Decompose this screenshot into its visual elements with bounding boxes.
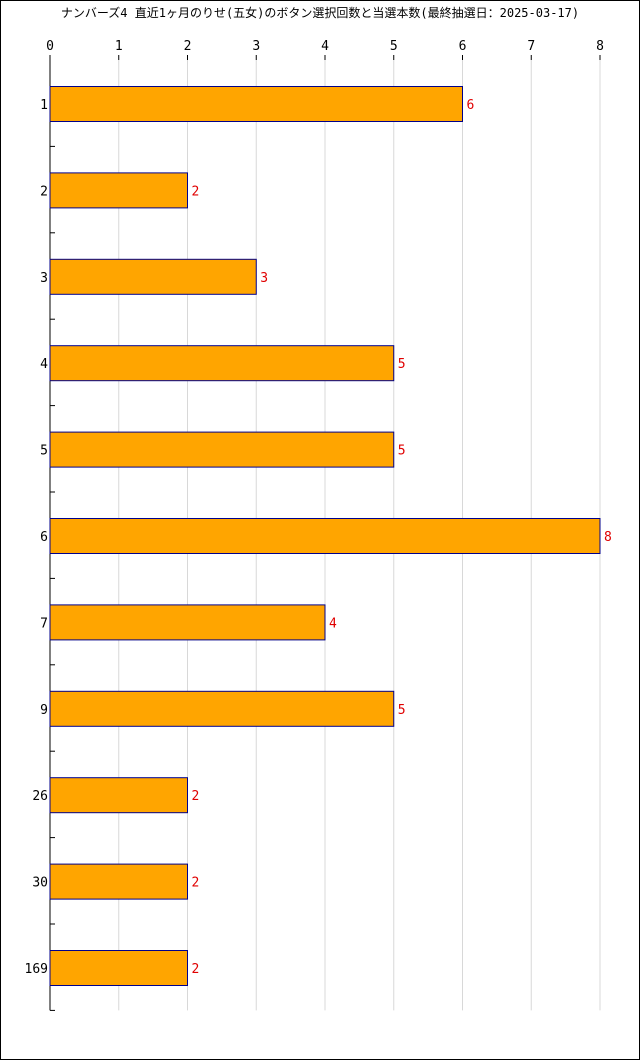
x-tick-label: 4 <box>321 39 329 54</box>
y-tick-label: 1 <box>40 98 48 113</box>
y-tick-label: 30 <box>32 876 48 891</box>
bar <box>49 345 395 382</box>
bar <box>49 777 188 814</box>
bar <box>49 690 395 727</box>
value-label: 2 <box>192 789 200 804</box>
y-tick-label: 6 <box>40 530 48 545</box>
bar <box>49 863 188 900</box>
value-label: 6 <box>467 98 475 113</box>
value-label: 8 <box>604 530 612 545</box>
value-label: 5 <box>398 703 406 718</box>
y-tick-label: 169 <box>25 962 48 977</box>
chart-title: ナンバーズ4 直近1ヶ月のりせ(五女)のボタン選択回数と当選本数(最終抽選日：2… <box>60 6 580 20</box>
bar <box>49 431 395 468</box>
value-label: 2 <box>192 184 200 199</box>
x-tick-label: 7 <box>527 39 535 54</box>
x-tick-label: 6 <box>459 39 467 54</box>
x-tick-label: 2 <box>184 39 192 54</box>
bar <box>49 518 601 554</box>
bar <box>49 950 188 986</box>
x-tick-label: 1 <box>115 39 123 54</box>
y-tick-label: 3 <box>40 271 48 286</box>
y-tick-label: 5 <box>40 444 48 459</box>
value-label: 3 <box>260 271 268 286</box>
bar <box>49 604 326 641</box>
bar <box>49 258 257 295</box>
value-label: 5 <box>398 357 406 372</box>
y-tick-label: 9 <box>40 703 48 718</box>
x-tick-label: 3 <box>252 39 260 54</box>
bar <box>49 86 463 122</box>
value-label: 2 <box>192 962 200 977</box>
y-tick-label: 26 <box>32 789 48 804</box>
y-tick-label: 7 <box>40 616 48 631</box>
value-label: 5 <box>398 444 406 459</box>
x-tick-label: 8 <box>596 39 604 54</box>
bar <box>49 172 188 209</box>
bar-layer: 6 2 3 5 5 8 4 5 2 2 2 <box>49 86 612 986</box>
y-tick-label: 4 <box>40 357 48 372</box>
value-label: 4 <box>329 616 337 631</box>
y-tick-label: 2 <box>40 184 48 199</box>
value-label: 2 <box>192 876 200 891</box>
x-tick-label: 0 <box>46 39 54 54</box>
x-tick-label: 5 <box>390 39 398 54</box>
